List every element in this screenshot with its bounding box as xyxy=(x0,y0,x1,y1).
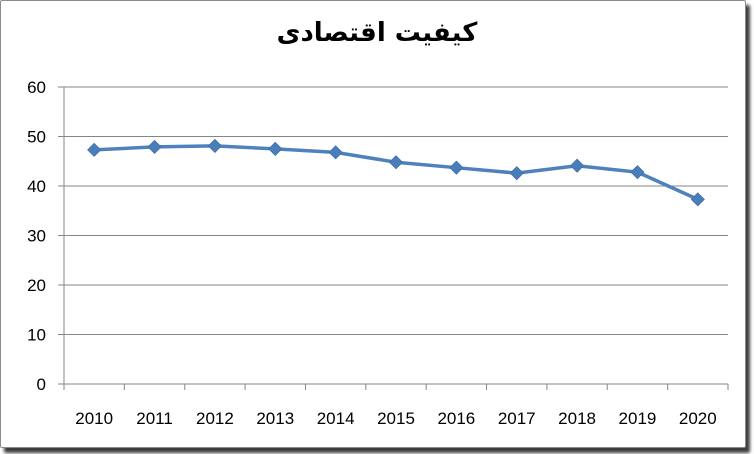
x-tick-label-2016: 2016 xyxy=(437,409,475,428)
y-tick-label-0: 0 xyxy=(37,375,46,394)
y-tick-label-50: 50 xyxy=(27,128,46,147)
x-tick-label-2020: 2020 xyxy=(679,409,717,428)
x-tick-label-2018: 2018 xyxy=(558,409,596,428)
data-point-2010 xyxy=(87,142,102,157)
data-point-2020 xyxy=(690,192,705,207)
chart-title: كيفيت اقتصادی xyxy=(276,18,478,48)
x-tick-label-2011: 2011 xyxy=(136,409,173,428)
data-point-2013 xyxy=(268,141,283,156)
data-point-2019 xyxy=(630,165,645,180)
x-tick-label-2013: 2013 xyxy=(256,409,294,428)
x-tick-label-2015: 2015 xyxy=(377,409,415,428)
data-point-2018 xyxy=(570,158,585,173)
y-tick-label-30: 30 xyxy=(27,227,46,246)
x-tick-label-2012: 2012 xyxy=(196,409,234,428)
data-point-2014 xyxy=(328,145,343,160)
data-point-2017 xyxy=(509,166,524,181)
y-tick-label-10: 10 xyxy=(27,326,46,345)
y-tick-label-20: 20 xyxy=(27,276,46,295)
x-tick-label-2010: 2010 xyxy=(75,409,113,428)
series-line-0 xyxy=(94,144,699,201)
data-point-2016 xyxy=(449,160,464,175)
data-point-2012 xyxy=(207,138,222,153)
data-point-2011 xyxy=(147,139,162,154)
x-tick-label-2014: 2014 xyxy=(317,409,355,428)
x-tick-label-2019: 2019 xyxy=(619,409,657,428)
data-point-2015 xyxy=(388,155,404,170)
y-tick-label-60: 60 xyxy=(27,78,46,97)
y-tick-label-40: 40 xyxy=(27,177,46,196)
x-tick-label-2017: 2017 xyxy=(498,409,536,428)
chart-frame xyxy=(0,0,746,448)
